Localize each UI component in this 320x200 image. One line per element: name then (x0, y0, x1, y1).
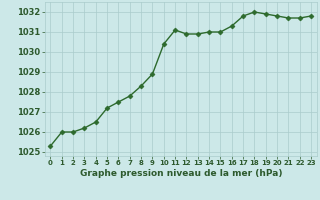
X-axis label: Graphe pression niveau de la mer (hPa): Graphe pression niveau de la mer (hPa) (80, 169, 282, 178)
